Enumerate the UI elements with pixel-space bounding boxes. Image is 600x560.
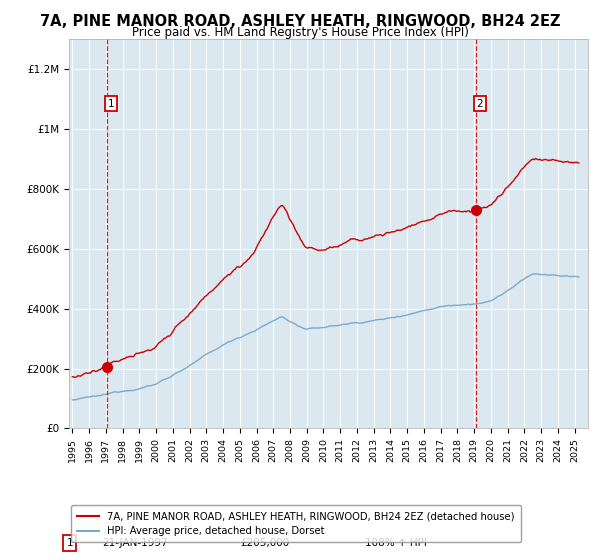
Text: £205,000: £205,000 [240, 538, 290, 548]
Legend: 7A, PINE MANOR ROAD, ASHLEY HEATH, RINGWOOD, BH24 2EZ (detached house), HPI: Ave: 7A, PINE MANOR ROAD, ASHLEY HEATH, RINGW… [71, 506, 521, 543]
Text: 1: 1 [67, 538, 73, 548]
Text: 1: 1 [107, 99, 114, 109]
Text: 2: 2 [477, 99, 484, 109]
Text: 21-JAN-1997: 21-JAN-1997 [103, 538, 169, 548]
Text: 108% ↑ HPI: 108% ↑ HPI [365, 538, 427, 548]
Text: Price paid vs. HM Land Registry's House Price Index (HPI): Price paid vs. HM Land Registry's House … [131, 26, 469, 39]
Text: 7A, PINE MANOR ROAD, ASHLEY HEATH, RINGWOOD, BH24 2EZ: 7A, PINE MANOR ROAD, ASHLEY HEATH, RINGW… [40, 14, 560, 29]
